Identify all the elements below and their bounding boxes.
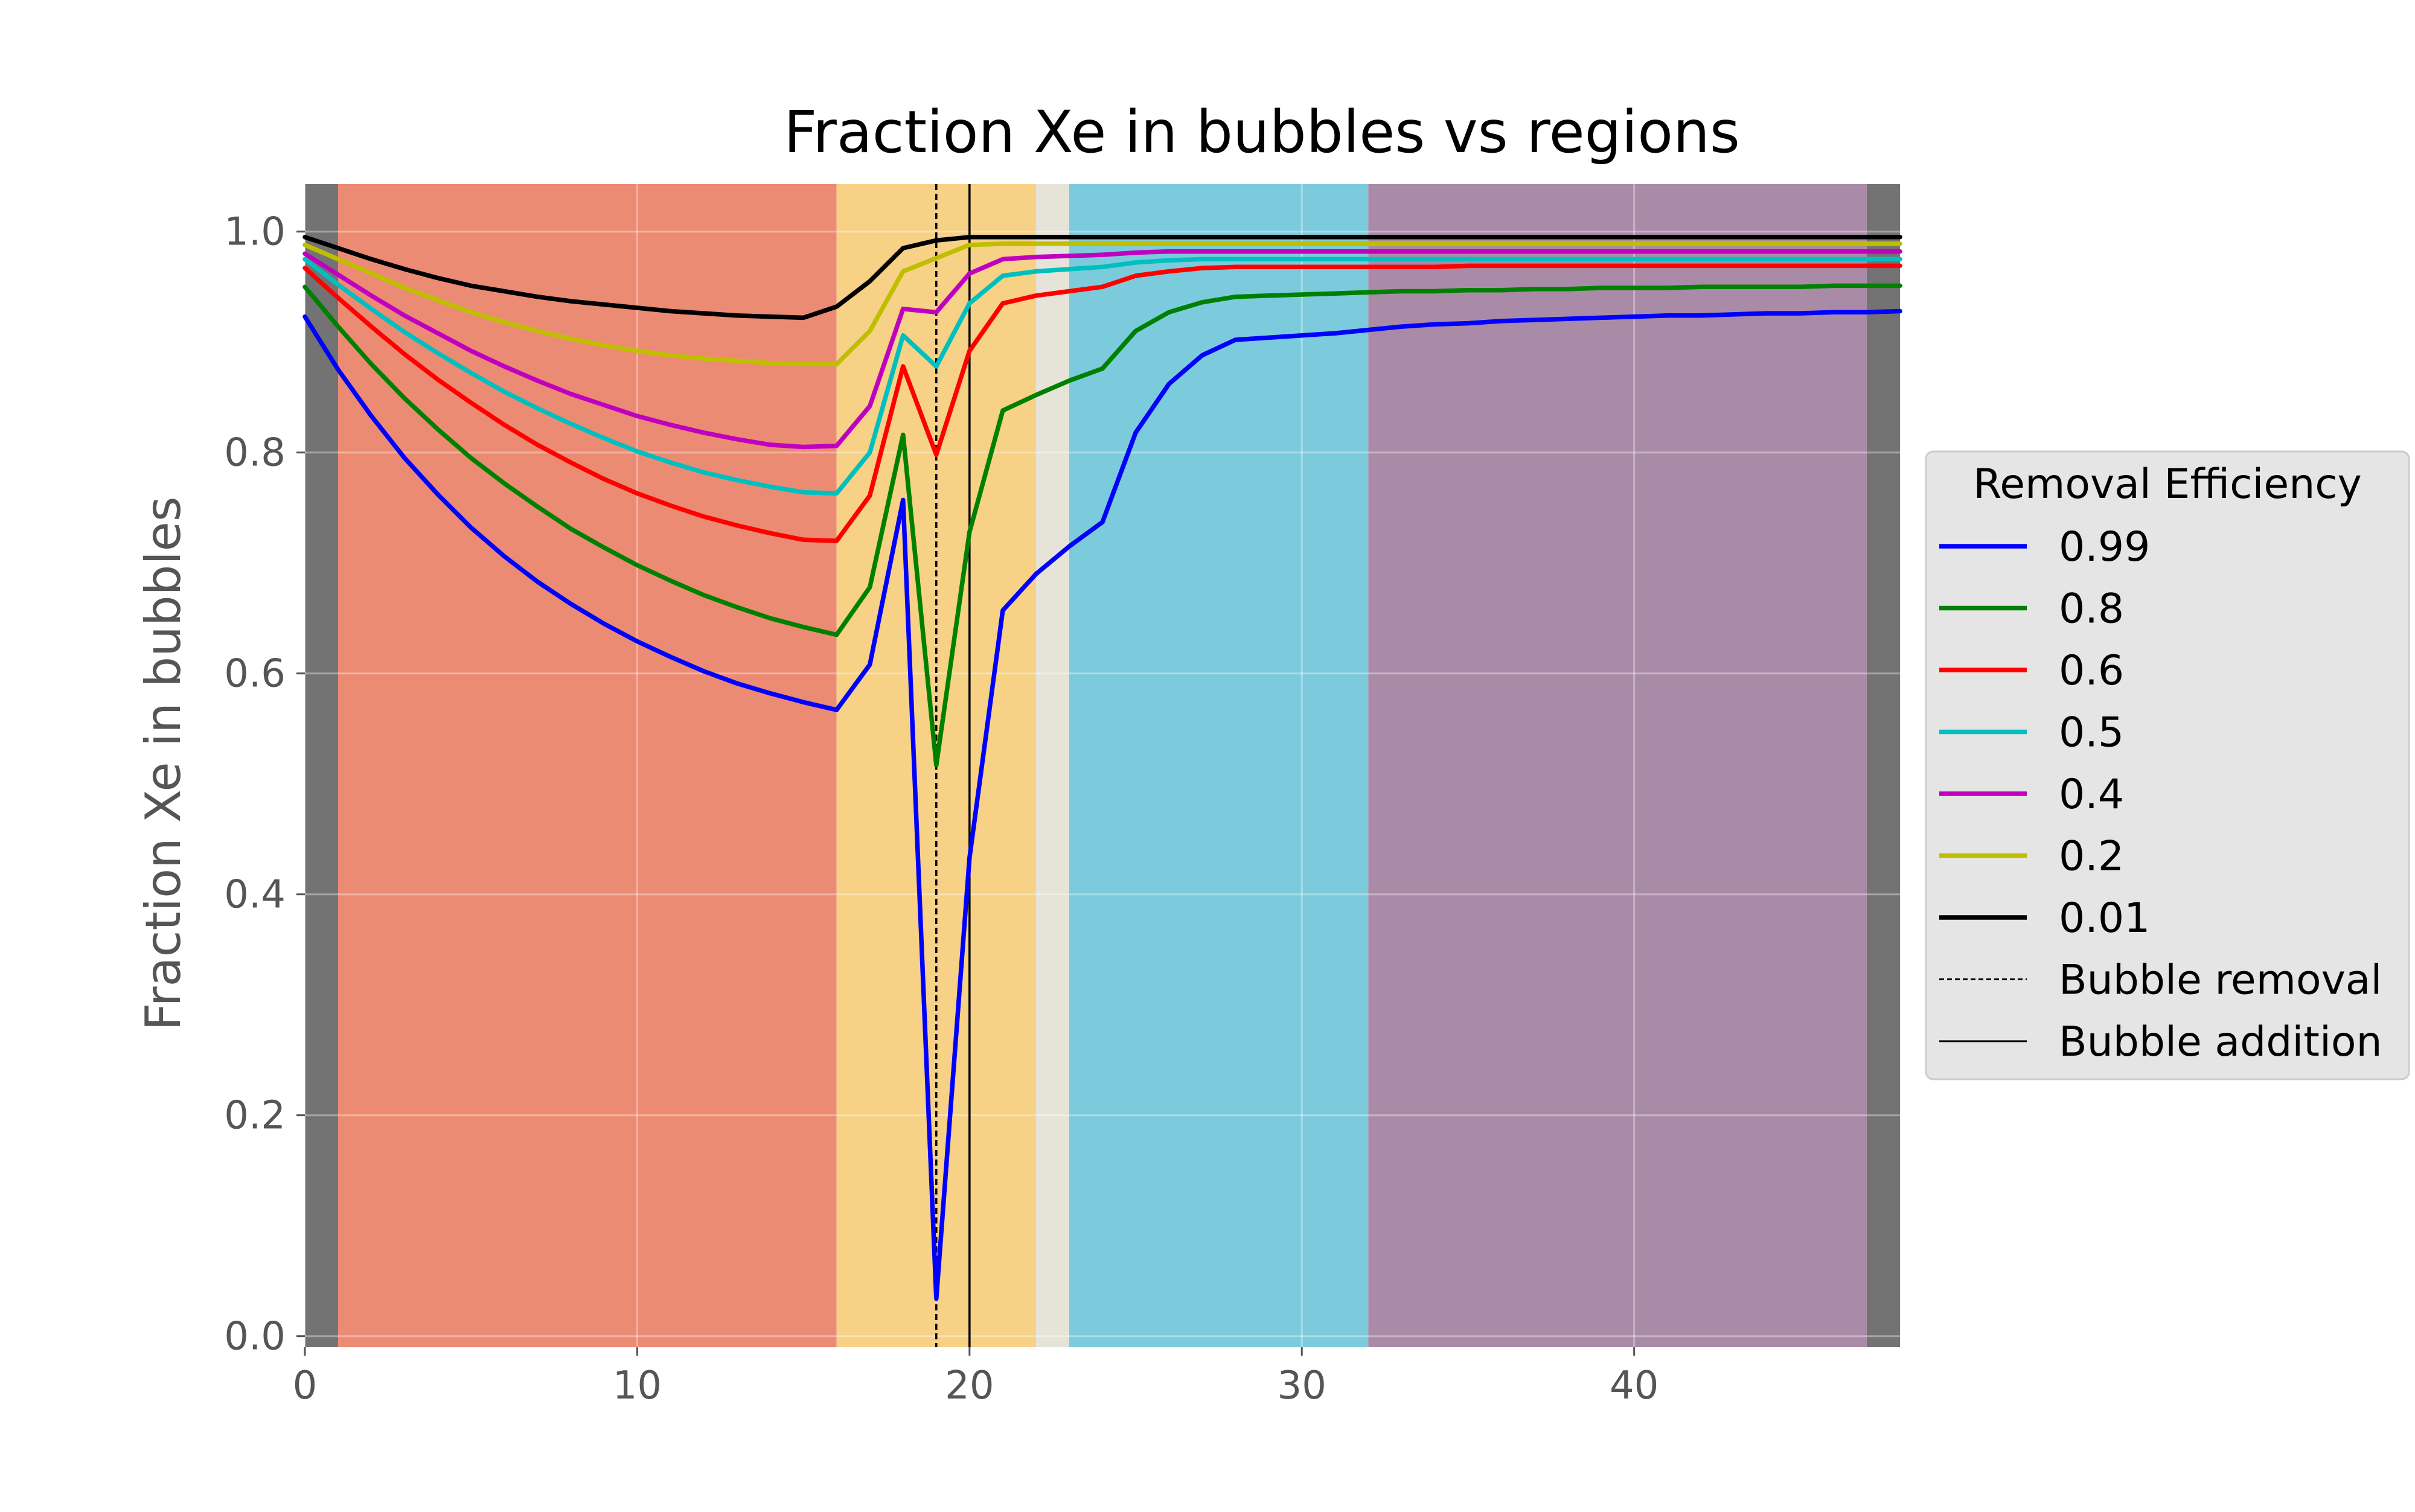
series-lines	[302, 235, 1902, 1301]
legend: Removal Efficiency 0.990.80.60.50.40.20.…	[1925, 450, 2410, 1080]
legend-label-series-0-6: 0.6	[2059, 647, 2124, 695]
x-tick-label-2: 20	[945, 1364, 994, 1408]
region-band-1	[338, 184, 837, 1347]
y-tick-label-5: 1.0	[224, 210, 286, 255]
y-tick-label-1: 0.2	[224, 1094, 286, 1138]
x-tick-label-3: 30	[1278, 1364, 1326, 1408]
region-band-6	[1866, 184, 1900, 1347]
series-line-0-6	[302, 263, 1902, 543]
legend-label-series-0-8: 0.8	[2059, 585, 2124, 633]
series-line-0-2	[302, 241, 1902, 367]
y-tick-label-0: 0.0	[224, 1315, 286, 1359]
x-tick-label-0: 0	[293, 1364, 318, 1408]
legend-frame	[1925, 450, 2410, 1080]
region-bands	[305, 184, 1900, 1347]
x-tick-label-1: 10	[613, 1364, 662, 1408]
region-band-3	[1035, 184, 1069, 1347]
legend-label-series-0-99: 0.99	[2059, 523, 2150, 571]
series-line-0-4	[302, 249, 1902, 450]
chart-title: Fraction Xe in bubbles vs regions	[784, 98, 1740, 166]
legend-label-series-0-5: 0.5	[2059, 709, 2124, 757]
y-axis-label: Fraction Xe in bubbles	[135, 496, 191, 1030]
legend-label-bubble-addition: Bubble addition	[2059, 1018, 2382, 1066]
series-line-0-99	[302, 308, 1902, 1301]
y-tick-label-3: 0.6	[224, 652, 286, 697]
legend-label-series-0-01: 0.01	[2059, 895, 2150, 942]
series-line-0-01	[302, 235, 1902, 321]
series-line-0-8	[302, 283, 1902, 768]
legend-label-bubble-removal: Bubble removal	[2059, 957, 2382, 1004]
x-axis: 0 10 20 30 40	[293, 1347, 1659, 1408]
legend-title: Removal Efficiency	[1973, 461, 2362, 508]
region-band-5	[1368, 184, 1867, 1347]
series-line-0-5	[302, 257, 1902, 496]
y-axis: 0.0 0.2 0.4 0.6 0.8 1.0	[224, 210, 305, 1359]
y-tick-label-4: 0.8	[224, 431, 286, 476]
x-tick-label-4: 40	[1610, 1364, 1659, 1408]
region-band-4	[1069, 184, 1369, 1347]
region-band-0	[305, 184, 339, 1347]
legend-label-series-0-4: 0.4	[2059, 771, 2124, 818]
y-tick-label-2: 0.4	[224, 873, 286, 917]
legend-entries: 0.99 0.8 0.6 0.5 0.4 0.2 0.01 Bubble removal Bub…	[1939, 523, 2382, 1066]
legend-label-series-0-2: 0.2	[2059, 833, 2124, 881]
